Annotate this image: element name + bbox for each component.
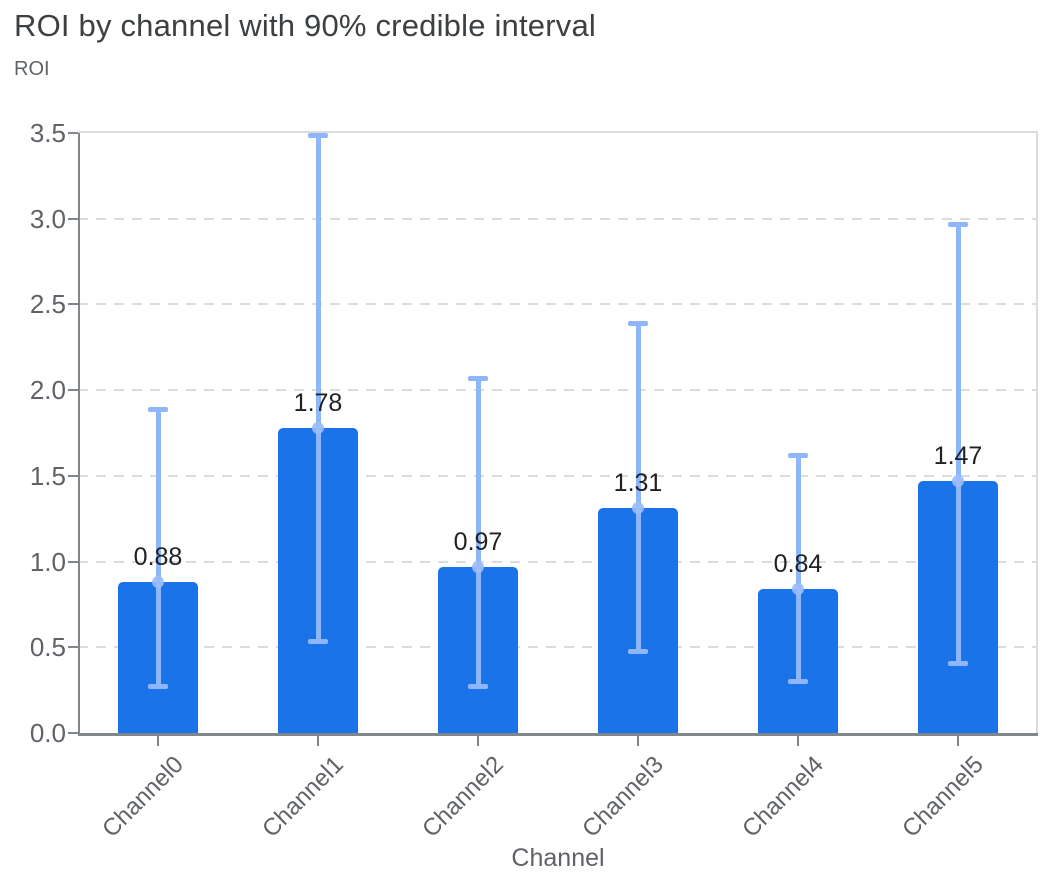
value-label: 0.84 xyxy=(773,550,823,578)
y-tick xyxy=(68,560,78,563)
value-label: 0.97 xyxy=(453,527,503,556)
y-tick-label: 3.5 xyxy=(29,118,66,148)
error-cap-top xyxy=(468,376,488,382)
value-label: 1.47 xyxy=(933,442,983,470)
chart-title: ROI by channel with 90% credible interva… xyxy=(14,8,596,43)
mean-marker xyxy=(792,583,804,595)
error-cap-bottom xyxy=(308,639,328,645)
mean-marker xyxy=(152,576,164,589)
y-tick xyxy=(68,389,78,392)
y-tick xyxy=(68,132,78,134)
y-tick xyxy=(68,732,78,734)
error-cap-top xyxy=(948,221,968,227)
error-cap-bottom xyxy=(948,661,968,667)
error-cap-bottom xyxy=(148,683,168,689)
gridline xyxy=(78,303,1038,306)
x-axis-line xyxy=(78,733,1038,736)
x-tick xyxy=(957,736,959,746)
error-bar-line xyxy=(635,323,641,653)
y-tick-label: 3.0 xyxy=(29,203,66,234)
x-tick-label: Channel0 xyxy=(97,751,190,843)
x-axis-title: Channel xyxy=(511,844,605,872)
x-tick-label: Channel4 xyxy=(737,751,830,843)
y-tick-label: 1.0 xyxy=(29,546,66,577)
y-axis-line xyxy=(78,133,80,735)
error-bar-line xyxy=(155,409,161,687)
y-tick-label: 0.0 xyxy=(29,718,66,748)
mean-marker xyxy=(952,475,964,487)
mean-marker xyxy=(312,421,324,434)
y-tick-label: 2.5 xyxy=(29,289,66,320)
error-cap-bottom xyxy=(788,678,808,684)
value-label: 1.31 xyxy=(613,469,663,498)
plot-border-top xyxy=(78,131,1038,133)
y-tick xyxy=(68,217,78,220)
error-cap-top xyxy=(148,407,168,412)
error-bar-line xyxy=(955,223,961,665)
gridline xyxy=(78,560,1038,563)
y-tick xyxy=(68,646,78,649)
error-cap-top xyxy=(788,453,808,459)
x-tick-label: Channel2 xyxy=(417,751,510,843)
error-bar-line xyxy=(475,378,481,687)
x-tick xyxy=(317,736,319,746)
y-tick-label: 2.0 xyxy=(29,375,66,406)
x-tick-label: Channel3 xyxy=(577,751,670,843)
y-tick-label: 1.5 xyxy=(29,460,66,491)
x-tick xyxy=(477,736,479,746)
x-tick-label: Channel1 xyxy=(257,751,350,843)
y-axis-title: ROI xyxy=(14,58,50,80)
gridline xyxy=(78,217,1038,220)
error-cap-top xyxy=(628,321,648,327)
error-bar-line xyxy=(795,455,801,682)
plot-border-right xyxy=(1036,133,1038,733)
value-label: 0.88 xyxy=(133,543,183,572)
gridline xyxy=(78,389,1038,392)
x-tick xyxy=(797,736,799,746)
gridline xyxy=(78,646,1038,649)
value-label: 1.78 xyxy=(293,388,343,417)
error-bar-line xyxy=(315,134,321,643)
y-tick xyxy=(68,303,78,306)
x-tick xyxy=(637,736,639,746)
mean-marker xyxy=(472,560,484,573)
gridline xyxy=(78,474,1038,477)
error-cap-bottom xyxy=(468,683,488,689)
x-tick-label: Channel5 xyxy=(897,751,990,843)
y-tick xyxy=(68,474,78,477)
error-cap-top xyxy=(308,132,328,138)
x-tick xyxy=(157,736,159,746)
mean-marker xyxy=(632,502,644,515)
y-tick-label: 0.5 xyxy=(29,632,66,663)
error-cap-bottom xyxy=(628,649,648,655)
